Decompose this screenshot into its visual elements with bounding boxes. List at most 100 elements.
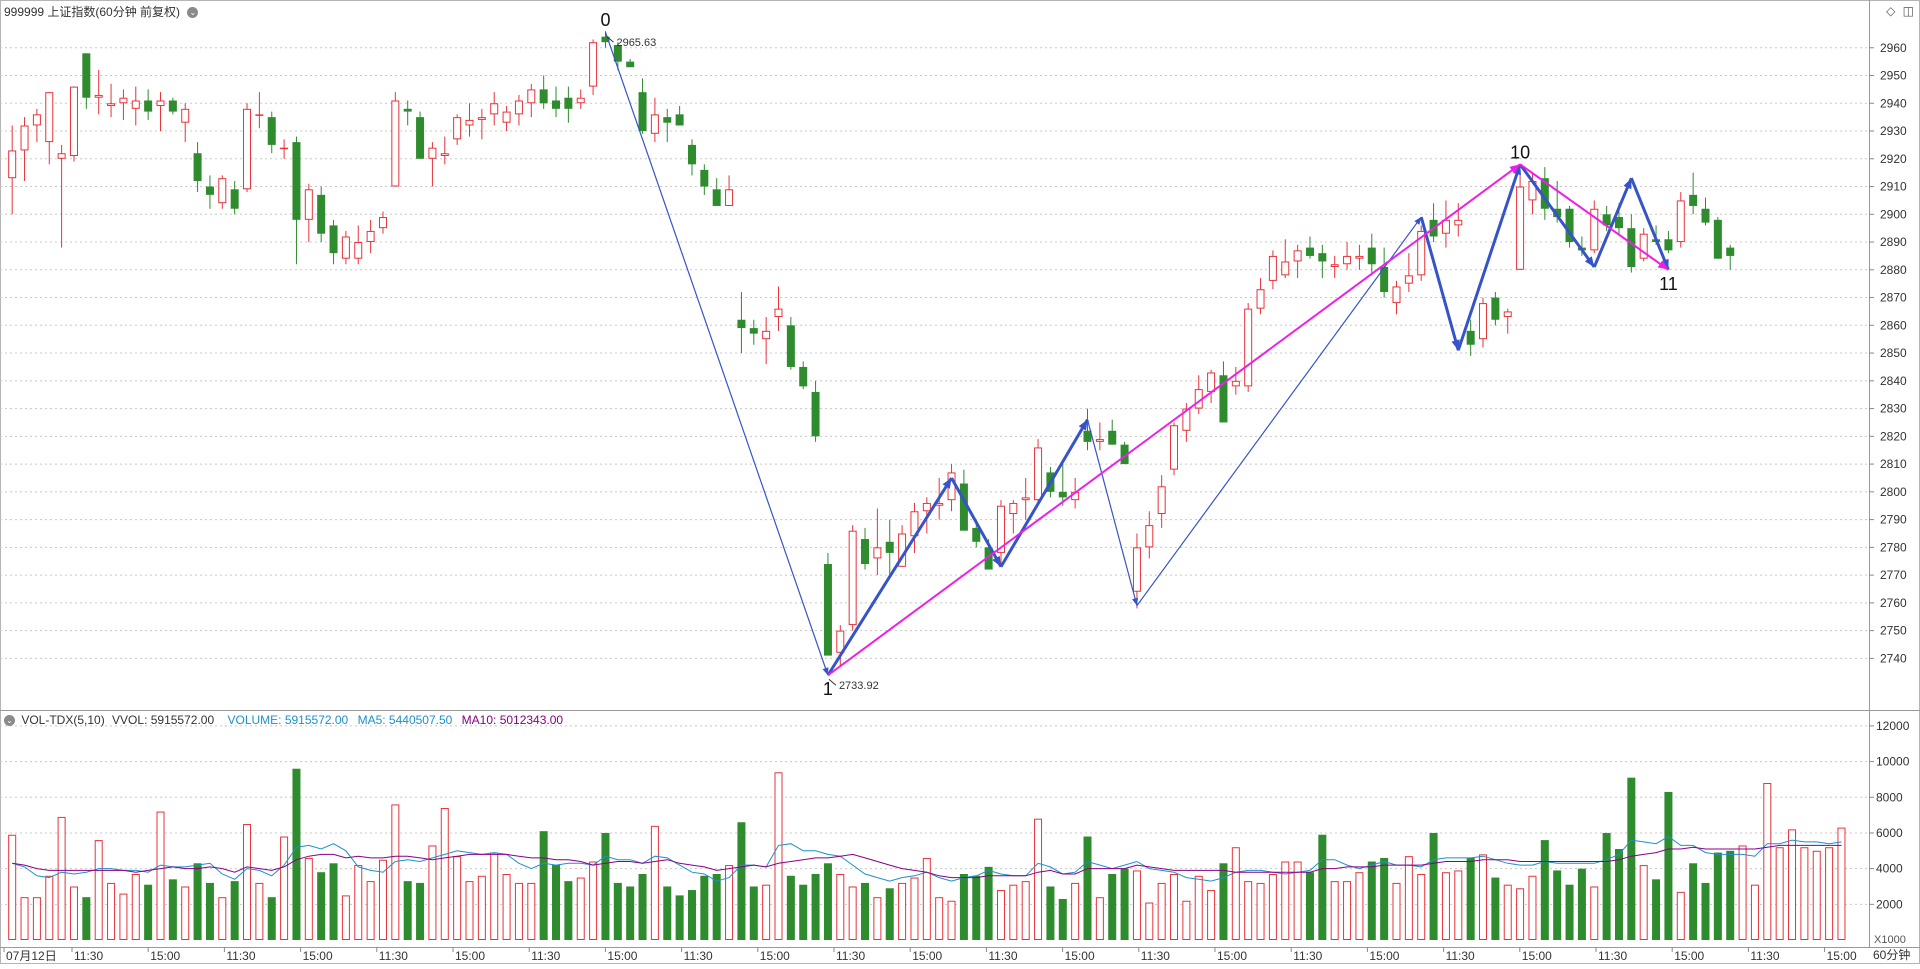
wave-lines xyxy=(604,31,1670,677)
high-value-label: 2965.63 xyxy=(616,37,656,49)
chart-title: 999999 上证指数(60分钟 前复权) xyxy=(4,5,181,19)
diamond-icon[interactable]: ◇ xyxy=(1886,4,1896,18)
time-tick-label: 11:30 xyxy=(988,949,1017,963)
time-tick-labels: 07月12日 11:30 15:00 11:30 15:00 11:30 15:00 11:3… xyxy=(3,947,1857,963)
volume-bar-down xyxy=(329,863,338,940)
candle-body-up xyxy=(366,230,375,243)
volume-bar-down xyxy=(144,884,153,940)
candle-body-up xyxy=(1207,372,1216,392)
volume-bar-up xyxy=(1231,847,1240,940)
candle-body-down xyxy=(193,153,202,181)
volume-bar-down xyxy=(811,873,820,940)
candle-body-up xyxy=(354,242,363,259)
volume-bar-up xyxy=(1071,882,1080,940)
candle-body-down xyxy=(687,144,696,165)
panel-toggle-icon[interactable]: ◫ xyxy=(1902,4,1914,18)
period-label[interactable]: 60分钟 xyxy=(1873,948,1911,962)
time-tick-label: 11:30 xyxy=(226,949,255,963)
time-tick-label: 15:00 xyxy=(1522,949,1552,963)
volume-bar-down xyxy=(168,879,177,940)
volume-bar-up xyxy=(1800,847,1809,940)
volume-bar-up xyxy=(57,816,66,940)
price-tick-label: 2750 xyxy=(1880,624,1907,638)
candle-body-up xyxy=(650,114,659,134)
price-tick-label: 2740 xyxy=(1880,651,1907,665)
volume-bar-up xyxy=(1825,847,1834,940)
volume-bar-down xyxy=(539,831,548,940)
wave-line xyxy=(1086,419,1138,606)
candle-body-down xyxy=(1108,430,1117,445)
volume-bar-up xyxy=(1157,882,1166,940)
wave-number-label: 1 xyxy=(823,679,833,699)
volume-bar-up xyxy=(1516,888,1525,940)
chevron-down-icon[interactable]: ⌄ xyxy=(187,7,199,19)
price-tick-label: 2890 xyxy=(1880,235,1907,249)
time-tick-label: 11:30 xyxy=(684,949,713,963)
volume-bar-up xyxy=(1034,818,1043,940)
candle-body-up xyxy=(762,330,771,340)
volume-bar-up xyxy=(366,881,375,940)
candle-body-up xyxy=(1009,502,1018,515)
volume-bar-down xyxy=(1701,882,1710,940)
candle-body-up xyxy=(589,42,598,87)
time-tick-label: 07月12日 xyxy=(6,949,57,963)
volume-bar-up xyxy=(1256,882,1265,940)
price-tick-label: 2800 xyxy=(1880,485,1907,499)
candle-body-up xyxy=(1441,219,1450,234)
volume-bar-up xyxy=(514,882,523,940)
candle-body-up xyxy=(477,117,486,120)
volume-bar-down xyxy=(1577,868,1586,940)
volume-ma-lines xyxy=(12,835,1842,882)
volume-bar-down xyxy=(638,873,647,940)
wave-line xyxy=(999,418,1089,568)
chevron-down-icon[interactable]: ⌄ xyxy=(4,715,15,727)
candle-body-down xyxy=(1565,208,1574,243)
arrow-head xyxy=(992,555,1001,567)
candle-body-down xyxy=(1380,267,1389,292)
time-tick-label: 15:00 xyxy=(150,949,180,963)
volume-bar-up xyxy=(1590,886,1599,940)
volume-bar-down xyxy=(564,881,573,940)
candle-body-down xyxy=(885,541,894,553)
wave-line xyxy=(826,477,953,677)
candle-body-up xyxy=(527,89,536,104)
wave-line xyxy=(1592,177,1633,268)
volume-bar-up xyxy=(1788,829,1797,941)
volume-bar-down xyxy=(1664,791,1673,940)
price-tick-label: 2950 xyxy=(1880,69,1907,83)
volume-bar-up xyxy=(774,772,783,941)
price-tick-label: 2870 xyxy=(1880,291,1907,305)
time-tick-label: 15:00 xyxy=(1369,949,1399,963)
wave-number-label: 11 xyxy=(1659,274,1678,294)
volume-bar-down xyxy=(972,875,981,940)
candle-body-up xyxy=(131,100,140,109)
volume-bar-down xyxy=(552,865,561,940)
volume-bar-up xyxy=(1244,881,1253,940)
candle-body-down xyxy=(1713,219,1722,259)
price-tick-label: 2900 xyxy=(1880,207,1907,221)
volume-bar-up xyxy=(1738,845,1747,940)
candle-body-down xyxy=(626,61,635,68)
volume-tick-label: 6000 xyxy=(1876,826,1903,840)
time-tick-label: 11:30 xyxy=(1446,949,1475,963)
volume-bar-up xyxy=(527,882,536,940)
wave-line xyxy=(604,31,829,676)
volume-bar-up xyxy=(32,897,41,941)
volume-bar-down xyxy=(626,886,635,940)
candle-body-up xyxy=(440,153,449,156)
candle-body-up xyxy=(8,150,17,179)
volume-bar-up xyxy=(255,882,264,940)
wave-line xyxy=(827,163,1521,677)
wave-number-label: 10 xyxy=(1510,142,1530,162)
candle-body-up xyxy=(848,530,857,626)
volume-bar-up xyxy=(1392,882,1401,940)
volume-bar-down xyxy=(205,882,214,940)
candle-body-down xyxy=(861,539,870,564)
time-tick-label: 11:30 xyxy=(74,949,103,963)
volume-bar-up xyxy=(378,859,387,940)
volume-bar-down xyxy=(823,863,832,940)
volume-bar-up xyxy=(1281,861,1290,941)
candle-body-up xyxy=(1095,439,1104,442)
volume-bar-up xyxy=(1132,870,1141,941)
